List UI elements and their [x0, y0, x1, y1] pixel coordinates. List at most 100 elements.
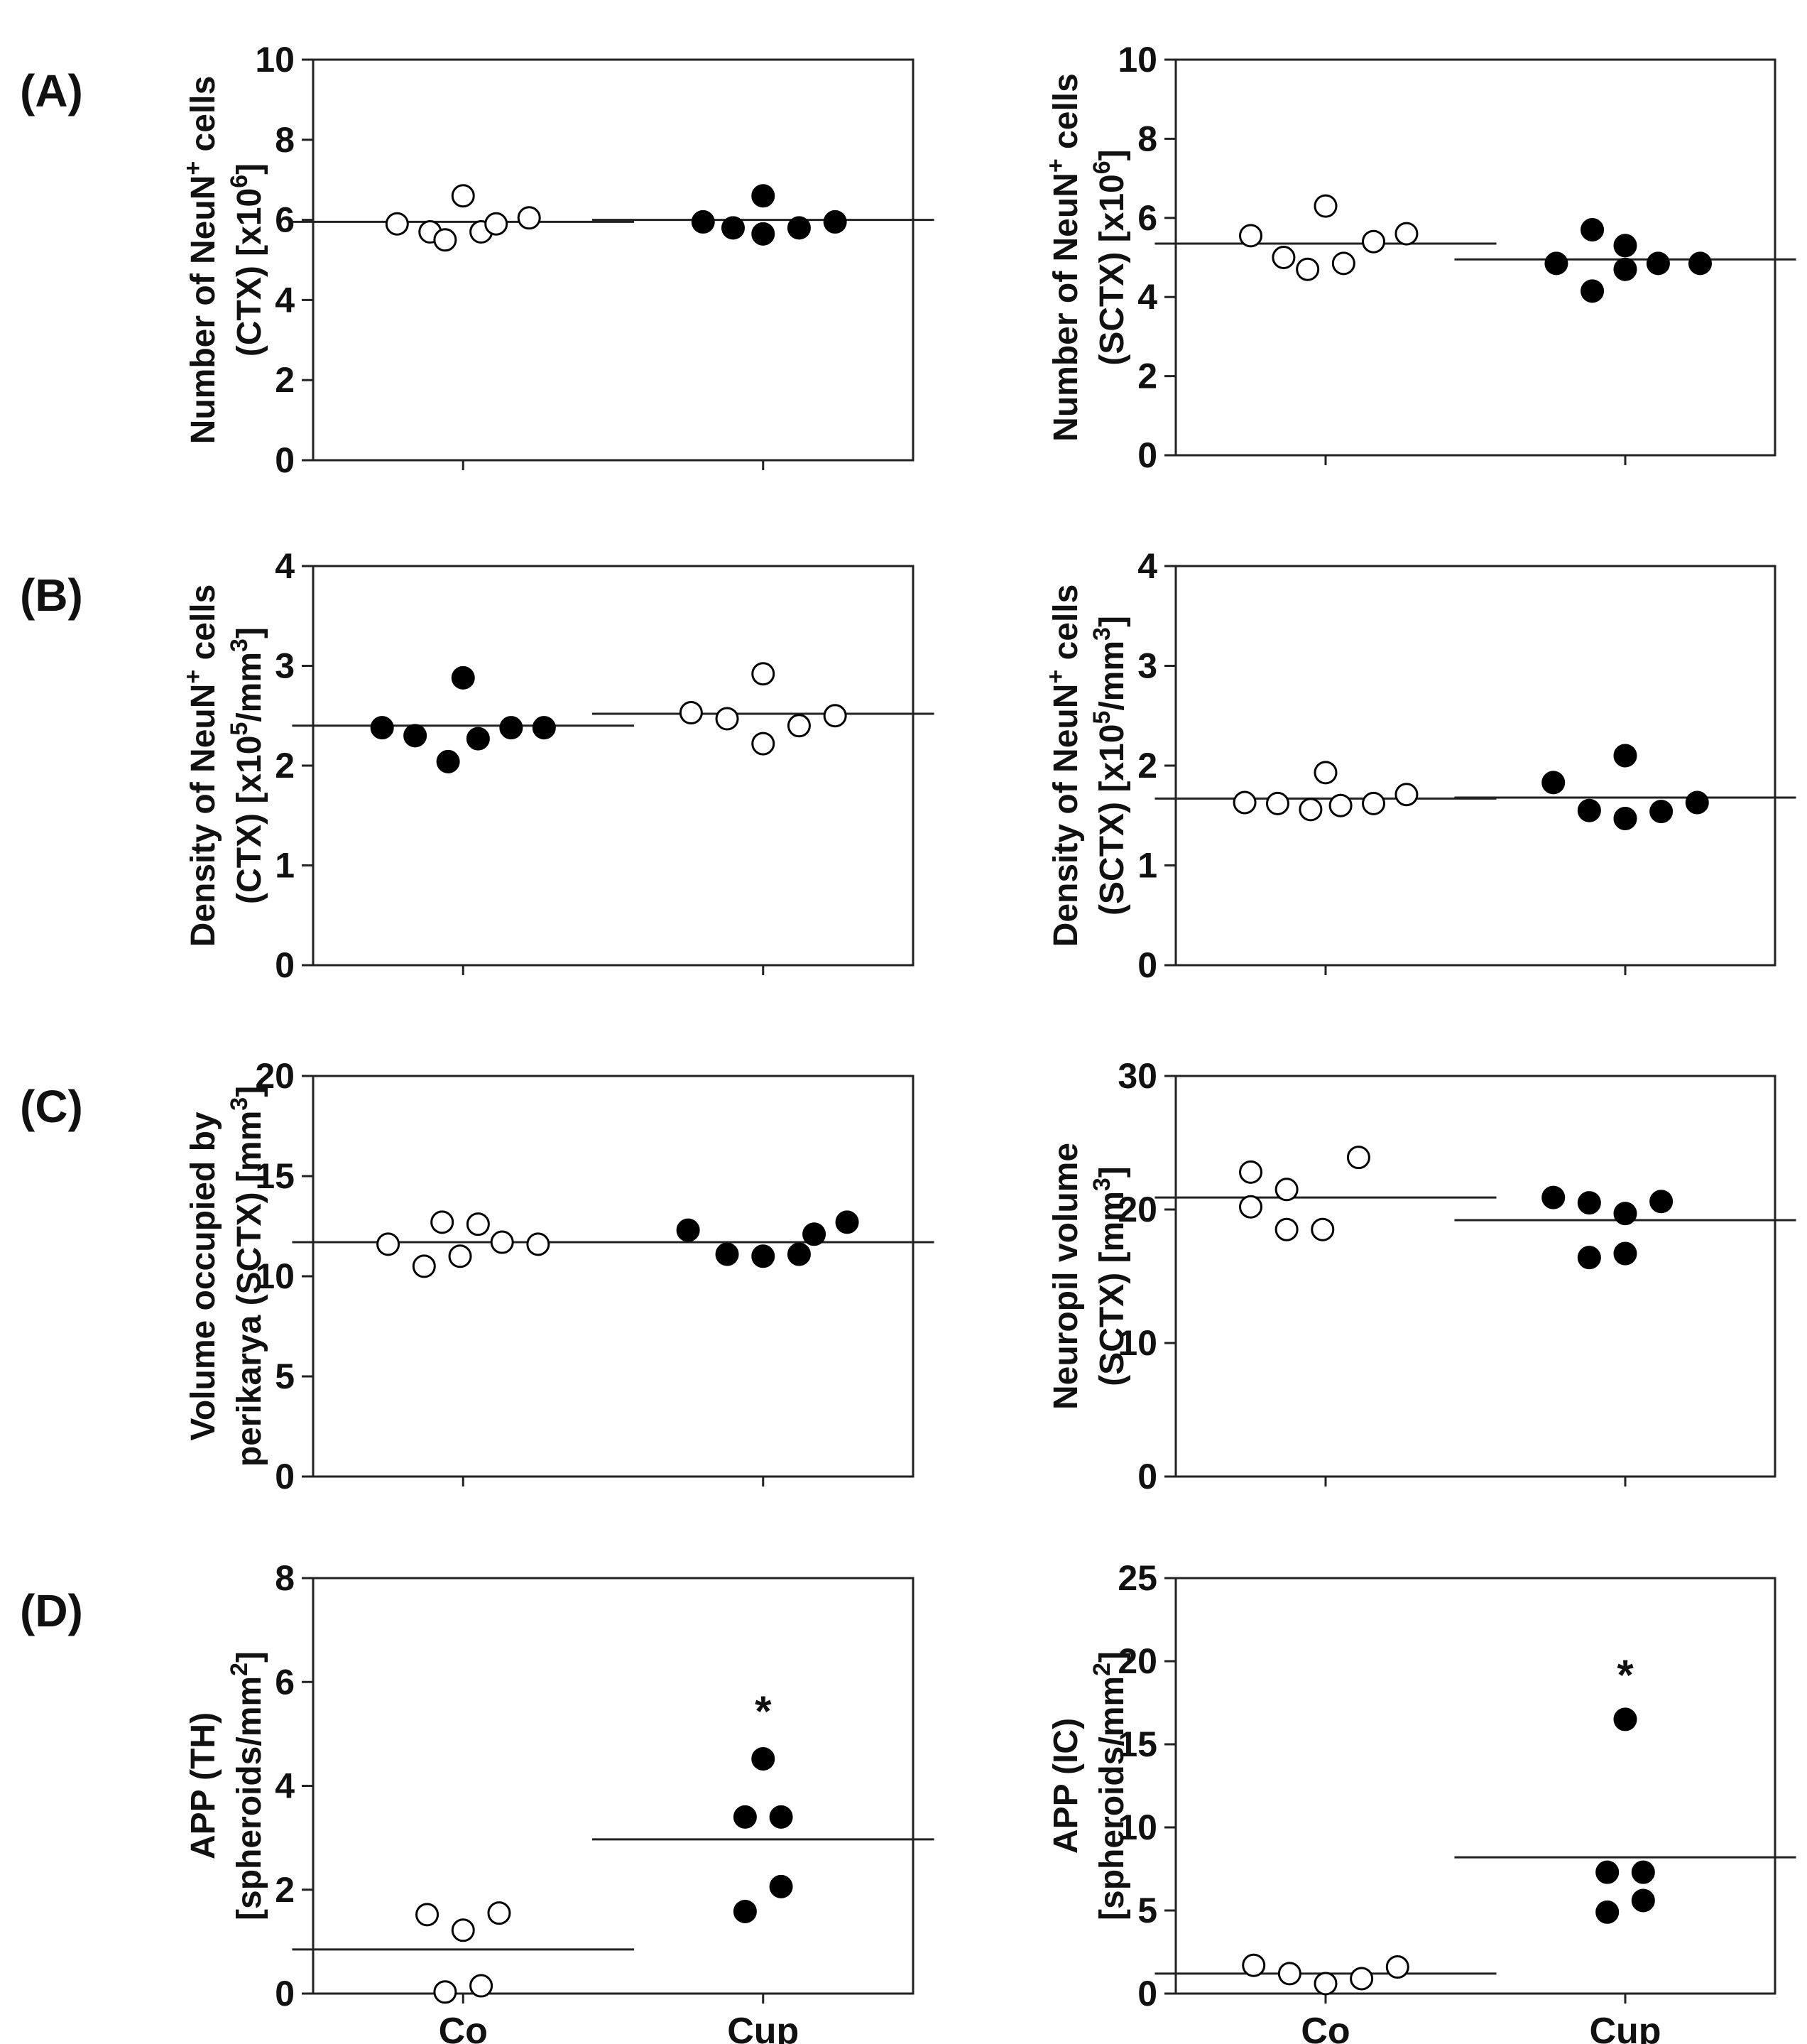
data-point-cup [751, 732, 775, 756]
y-tick-label: 4 [275, 1766, 295, 1806]
data-point-co [412, 1254, 436, 1278]
y-axis-label-text: (SCTX) [x10 [1093, 174, 1131, 365]
y-axis-label-line-1: Neuropil volume [1047, 1143, 1085, 1410]
data-point-cup [1581, 279, 1605, 303]
y-axis-label-line-1: Density of NeuN+ cells [1042, 585, 1085, 947]
y-tick-label: 4 [275, 280, 295, 320]
chart-panel-1: 0 2 4 6 8 10 Number of NeuN+ cells(CTX) [x106]… [20, 40, 934, 480]
data-point-co [1242, 1953, 1266, 1977]
data-point-co [1233, 790, 1257, 815]
data-point-cup [733, 1805, 757, 1829]
data-point-co [415, 1903, 440, 1927]
y-tick-label: 0 [1137, 945, 1157, 985]
data-point-co [490, 1230, 514, 1254]
y-tick-label: 3 [1137, 646, 1157, 686]
significance-star: * [755, 1687, 772, 1735]
y-tick-label: 1 [1137, 846, 1157, 886]
y-axis-label-text: ] [1093, 1166, 1131, 1178]
data-point-co [1314, 194, 1338, 218]
data-point-co [1274, 1217, 1299, 1241]
data-point-cup [1631, 1860, 1655, 1884]
y-axis-label-superscript: 5 [1088, 711, 1115, 724]
data-point-co [451, 1918, 475, 1942]
data-point-cup [1577, 798, 1601, 822]
data-point-co [1239, 224, 1262, 248]
y-axis-label-text: cells [185, 585, 222, 670]
data-point-co [385, 212, 409, 236]
data-point-co [469, 1974, 493, 1998]
y-axis-label-text: ] [231, 1086, 268, 1097]
y-axis-label-line-1: Volume occupied by [185, 1111, 222, 1441]
data-point-co [1346, 1146, 1370, 1170]
y-axis-label-text: ] [1093, 616, 1131, 627]
y-tick-label: 25 [1118, 1558, 1157, 1598]
y-axis-label-text: [spheroids/mm [1093, 1676, 1131, 1920]
data-point-co [1362, 229, 1386, 254]
y-axis-label-line-2: (SCTX) [x106] [1088, 149, 1131, 365]
data-point-cup [1613, 806, 1637, 830]
data-point-co [1314, 761, 1338, 785]
data-point-cup [715, 707, 739, 731]
y-tick-label: 8 [275, 120, 295, 160]
x-tick-label: Co [1301, 2011, 1350, 2044]
plot-frame [1174, 1577, 1776, 1995]
data-point-cup [1613, 257, 1637, 281]
data-point-co [1331, 251, 1355, 276]
data-point-cup [1541, 771, 1566, 795]
y-axis-label-line-2: (SCTX) [mm3] [1088, 1166, 1131, 1386]
y-axis-label-text: ] [231, 1651, 268, 1663]
y-axis-label-line-1: Number of NeuN+ cells [180, 76, 222, 445]
x-tick-label: Cup [727, 2011, 799, 2044]
data-point-cup [1685, 790, 1709, 815]
data-point-co [517, 206, 541, 230]
data-point-cup [1649, 800, 1674, 824]
y-axis-label-text: Number of NeuN [185, 175, 222, 445]
data-point-cup [733, 1899, 757, 1923]
data-point-co [433, 228, 457, 252]
y-tick-label: 2 [275, 360, 295, 400]
y-axis-label-text: ] [231, 627, 268, 638]
data-point-co [1299, 798, 1323, 822]
data-point-cup [715, 1242, 739, 1266]
y-axis-label-superscript: 6 [226, 175, 253, 188]
y-tick-label: 0 [1137, 435, 1157, 475]
data-point-cup [769, 1874, 793, 1898]
y-tick-label: 20 [255, 1056, 295, 1096]
y-axis-label-line-2: (SCTX) [x105/mm3] [1088, 616, 1131, 915]
data-point-co [1239, 1160, 1262, 1184]
data-point-co [1394, 783, 1419, 807]
data-point-cup [823, 704, 847, 728]
y-axis-label-text: /mm [1093, 641, 1131, 711]
y-axis-label-superscript: + [1042, 670, 1069, 684]
data-point-co [1394, 222, 1419, 246]
data-point-co [376, 1232, 400, 1256]
data-point-cup [679, 701, 703, 725]
plot-frame [1174, 58, 1776, 457]
data-point-co [451, 184, 475, 208]
y-tick-label: 4 [1137, 277, 1157, 317]
panel-label: (B) [20, 570, 83, 621]
y-tick-label: 4 [275, 546, 295, 586]
data-point-co [370, 716, 394, 740]
y-axis-label-text: cells [1047, 585, 1085, 670]
y-axis-label-superscript: + [180, 670, 207, 684]
data-point-cup [769, 1805, 793, 1829]
data-point-cup [691, 210, 715, 234]
plot-frame [312, 58, 915, 462]
data-point-cup [721, 216, 745, 240]
y-axis-label-superscript: 2 [226, 1663, 253, 1676]
y-tick-label: 10 [1118, 40, 1157, 80]
y-tick-label: 3 [275, 646, 295, 686]
data-point-cup [1613, 744, 1637, 768]
y-tick-label: 0 [275, 1974, 295, 2013]
data-point-cup [751, 1244, 775, 1268]
panel-label: (C) [20, 1081, 83, 1132]
x-tick-label: Cup [1589, 2011, 1661, 2044]
data-point-co [466, 1212, 490, 1236]
y-axis-label-text: APP (IC) [1047, 1718, 1085, 1854]
data-point-co [1265, 791, 1289, 815]
y-axis-label-text: ] [1093, 149, 1131, 161]
data-point-co [1277, 1962, 1301, 1986]
